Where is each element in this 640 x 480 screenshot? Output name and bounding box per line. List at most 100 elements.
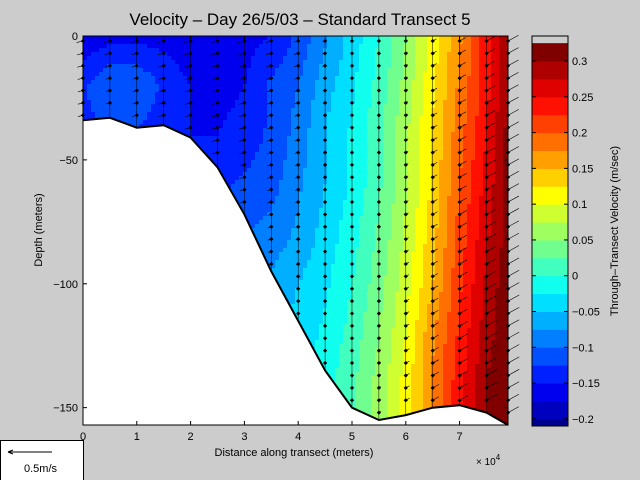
velocity-cell: [155, 84, 160, 89]
velocity-cell: [355, 92, 360, 97]
velocity-cell: [379, 160, 384, 165]
velocity-cell: [199, 108, 204, 113]
velocity-cell: [499, 188, 504, 193]
velocity-cell: [363, 100, 368, 105]
velocity-cell: [391, 40, 396, 45]
velocity-cell: [103, 56, 108, 61]
velocity-cell: [191, 104, 196, 109]
velocity-cell: [183, 48, 188, 53]
velocity-cell: [459, 36, 464, 41]
velocity-cell: [259, 44, 264, 49]
velocity-cell: [207, 116, 212, 121]
velocity-cell: [283, 52, 288, 57]
velocity-cell: [143, 76, 148, 81]
velocity-cell: [247, 88, 252, 93]
velocity-cell: [447, 40, 452, 45]
velocity-cell: [279, 76, 284, 81]
velocity-cell: [299, 84, 304, 89]
velocity-cell: [211, 124, 216, 129]
velocity-cell: [111, 52, 116, 57]
velocity-cell: [467, 176, 472, 181]
velocity-cell: [491, 108, 496, 113]
velocity-cell: [307, 128, 312, 133]
velocity-cell: [479, 136, 484, 141]
velocity-cell: [367, 36, 372, 41]
velocity-cell: [119, 88, 124, 93]
velocity-cell: [91, 80, 96, 85]
velocity-cell: [371, 192, 376, 197]
velocity-cell: [475, 52, 480, 57]
velocity-cell: [427, 200, 432, 205]
velocity-cell: [371, 96, 376, 101]
velocity-cell: [423, 116, 428, 121]
velocity-cell: [183, 64, 188, 69]
velocity-cell: [399, 104, 404, 109]
velocity-cell: [243, 68, 248, 73]
velocity-cell: [439, 180, 444, 185]
velocity-cell: [363, 164, 368, 169]
velocity-cell: [207, 64, 212, 69]
velocity-cell: [167, 40, 172, 45]
velocity-cell: [435, 48, 440, 53]
velocity-cell: [291, 188, 296, 193]
velocity-cell: [351, 124, 356, 129]
velocity-cell: [239, 112, 244, 117]
velocity-cell: [391, 136, 396, 141]
velocity-cell: [151, 88, 156, 93]
velocity-cell: [455, 204, 460, 209]
velocity-cell: [179, 112, 184, 117]
velocity-cell: [403, 60, 408, 65]
velocity-cell: [163, 60, 168, 65]
velocity-cell: [315, 112, 320, 117]
velocity-cell: [375, 148, 380, 153]
velocity-cell: [355, 40, 360, 45]
velocity-cell: [291, 168, 296, 173]
velocity-cell: [315, 56, 320, 61]
velocity-cell: [351, 184, 356, 189]
velocity-cell: [291, 40, 296, 45]
velocity-cell: [339, 188, 344, 193]
velocity-cell: [279, 92, 284, 97]
velocity-cell: [439, 104, 444, 109]
velocity-cell: [471, 76, 476, 81]
velocity-cell: [311, 64, 316, 69]
velocity-cell: [319, 100, 324, 105]
velocity-cell: [491, 104, 496, 109]
velocity-cell: [255, 116, 260, 121]
velocity-cell: [319, 40, 324, 45]
velocity-cell: [247, 216, 252, 221]
velocity-cell: [275, 64, 280, 69]
velocity-cell: [363, 84, 368, 89]
velocity-cell: [499, 48, 504, 53]
velocity-cell: [255, 48, 260, 53]
velocity-cell: [419, 84, 424, 89]
velocity-cell: [375, 84, 380, 89]
velocity-cell: [451, 72, 456, 77]
velocity-cell: [299, 196, 304, 201]
velocity-cell: [455, 140, 460, 145]
velocity-cell: [463, 136, 468, 141]
velocity-cell: [451, 48, 456, 53]
velocity-cell: [371, 196, 376, 201]
velocity-cell: [219, 56, 224, 61]
velocity-cell: [451, 196, 456, 201]
velocity-cell: [351, 80, 356, 85]
velocity-cell: [291, 148, 296, 153]
velocity-cell: [115, 100, 120, 105]
velocity-cell: [315, 144, 320, 149]
velocity-cell: [127, 72, 132, 77]
velocity-cell: [427, 120, 432, 125]
velocity-cell: [355, 204, 360, 209]
velocity-cell: [311, 60, 316, 65]
velocity-cell: [379, 72, 384, 77]
velocity-cell: [463, 68, 468, 73]
velocity-cell: [187, 72, 192, 77]
velocity-cell: [271, 68, 276, 73]
velocity-cell: [315, 196, 320, 201]
velocity-cell: [359, 116, 364, 121]
velocity-cell: [467, 180, 472, 185]
velocity-cell: [383, 176, 388, 181]
velocity-cell: [223, 120, 228, 125]
velocity-cell: [191, 72, 196, 77]
velocity-cell: [455, 164, 460, 169]
